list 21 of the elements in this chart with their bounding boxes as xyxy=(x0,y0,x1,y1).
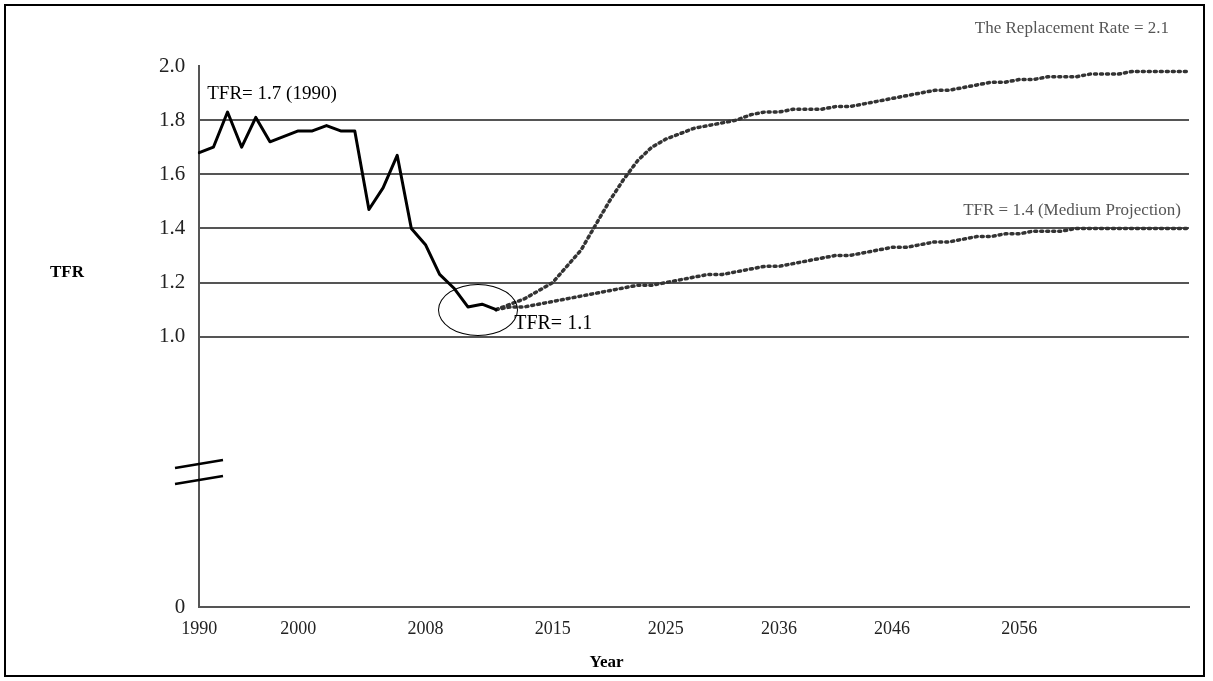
x-tick-label: 1990 xyxy=(181,617,218,638)
x-tick-label: 2025 xyxy=(647,617,684,638)
annotation: TFR = 1.4 (Medium Projection) xyxy=(963,200,1181,221)
annotation: TFR= 1.7 (1990) xyxy=(207,82,337,104)
y-tick-label: 1.0 xyxy=(159,323,186,348)
x-tick-label: 2056 xyxy=(1001,617,1038,638)
y-tick-label: 0 xyxy=(174,593,186,618)
text: The Replacement Rate = 2.1 xyxy=(974,18,1169,38)
y-axis-title: TFR xyxy=(50,262,84,282)
x-tick-label: 2000 xyxy=(280,617,317,638)
y-tick-label: 1.2 xyxy=(159,269,186,294)
x-tick-label: 2036 xyxy=(760,617,797,638)
annotation: TFR= 1.1 xyxy=(514,310,593,334)
y-tick-label: 2.0 xyxy=(159,52,186,77)
x-tick-label: 2015 xyxy=(534,617,571,638)
y-tick-label: 1.6 xyxy=(159,160,186,185)
x-tick-label: 2008 xyxy=(407,617,444,638)
y-tick-label: 1.8 xyxy=(159,106,186,131)
x-tick-label: 2046 xyxy=(874,617,911,638)
x-axis-title: Year xyxy=(589,652,624,672)
y-tick-label: 1.4 xyxy=(159,214,186,239)
